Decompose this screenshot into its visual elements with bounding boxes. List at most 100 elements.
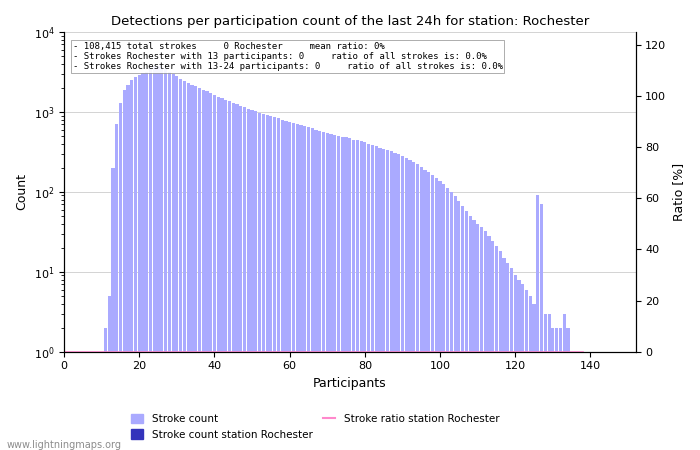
Bar [438, 180, 442, 450]
Bar [559, 328, 562, 450]
Text: - 108,415 total strokes     0 Rochester     mean ratio: 0%
- Strokes Rochester w: - 108,415 total strokes 0 Rochester mean… [73, 41, 503, 72]
Bar [386, 150, 389, 450]
Bar [281, 120, 284, 450]
Bar [130, 80, 134, 450]
Bar [510, 269, 513, 450]
Bar [209, 94, 212, 450]
Bar [446, 188, 449, 450]
Bar [533, 304, 536, 450]
Bar [127, 85, 130, 450]
Text: www.lightningmaps.org: www.lightningmaps.org [7, 440, 122, 450]
Bar [138, 75, 141, 450]
Bar [348, 139, 351, 450]
Bar [216, 97, 220, 450]
Bar [517, 279, 521, 450]
Bar [371, 145, 374, 450]
Bar [416, 164, 419, 450]
Y-axis label: Ratio [%]: Ratio [%] [672, 163, 685, 221]
Bar [141, 72, 145, 450]
Bar [566, 328, 570, 450]
Bar [465, 212, 468, 450]
Bar [495, 246, 498, 450]
Bar [284, 121, 288, 450]
Bar [168, 72, 171, 450]
Bar [457, 201, 461, 450]
Legend: Stroke count, Stroke count station Rochester, Stroke ratio station Rochester: Stroke count, Stroke count station Roche… [125, 409, 505, 445]
Bar [311, 129, 314, 450]
Bar [190, 85, 193, 450]
Bar [194, 86, 197, 450]
Bar [330, 134, 332, 450]
Bar [270, 116, 272, 450]
Bar [552, 328, 554, 450]
Bar [570, 352, 573, 450]
Stroke ratio station Rochester [60, 349, 69, 355]
Bar [378, 148, 382, 450]
Bar [115, 124, 118, 450]
Bar [540, 204, 543, 450]
Bar [333, 135, 337, 450]
Bar [393, 153, 397, 450]
Bar [246, 108, 250, 450]
Bar [164, 69, 167, 450]
Bar [341, 137, 344, 450]
Bar [544, 314, 547, 450]
Bar [262, 114, 265, 450]
Bar [408, 160, 412, 450]
Bar [187, 83, 190, 450]
Bar [288, 122, 291, 450]
Bar [318, 131, 321, 450]
Bar [337, 136, 340, 450]
Bar [484, 231, 486, 450]
Bar [427, 172, 430, 450]
Bar [198, 88, 201, 450]
Bar [254, 111, 258, 450]
Stroke ratio station Rochester [568, 349, 576, 355]
Bar [390, 152, 393, 450]
Bar [487, 236, 491, 450]
Bar [442, 184, 445, 450]
Bar [525, 289, 528, 450]
Bar [145, 72, 148, 450]
Bar [119, 103, 122, 450]
Bar [235, 104, 239, 450]
Bar [536, 195, 540, 450]
Bar [224, 100, 228, 450]
Bar [382, 149, 385, 450]
Bar [134, 77, 137, 450]
Stroke ratio station Rochester [391, 349, 399, 355]
Bar [401, 156, 404, 450]
Bar [228, 101, 231, 450]
Bar [360, 141, 363, 450]
Bar [491, 241, 494, 450]
Bar [454, 196, 456, 450]
Bar [265, 115, 269, 450]
Bar [473, 220, 475, 450]
Bar [122, 90, 126, 450]
Bar [461, 206, 464, 450]
Bar [528, 296, 532, 450]
Bar [307, 127, 310, 450]
Bar [160, 68, 163, 450]
Bar [374, 146, 378, 450]
Stroke ratio station Rochester [354, 349, 362, 355]
Bar [322, 132, 325, 450]
Bar [450, 192, 453, 450]
Bar [420, 167, 423, 450]
Bar [574, 352, 577, 450]
Bar [273, 117, 276, 450]
Bar [153, 67, 156, 450]
Bar [412, 162, 415, 450]
Bar [405, 158, 408, 450]
Bar [243, 107, 246, 450]
Bar [183, 81, 186, 450]
Bar [563, 314, 566, 450]
Bar [582, 352, 584, 450]
Bar [498, 252, 502, 450]
Bar [344, 137, 348, 450]
Bar [108, 296, 111, 450]
Bar [506, 263, 510, 450]
Bar [179, 79, 182, 450]
X-axis label: Participants: Participants [313, 377, 386, 390]
Bar [352, 140, 355, 450]
